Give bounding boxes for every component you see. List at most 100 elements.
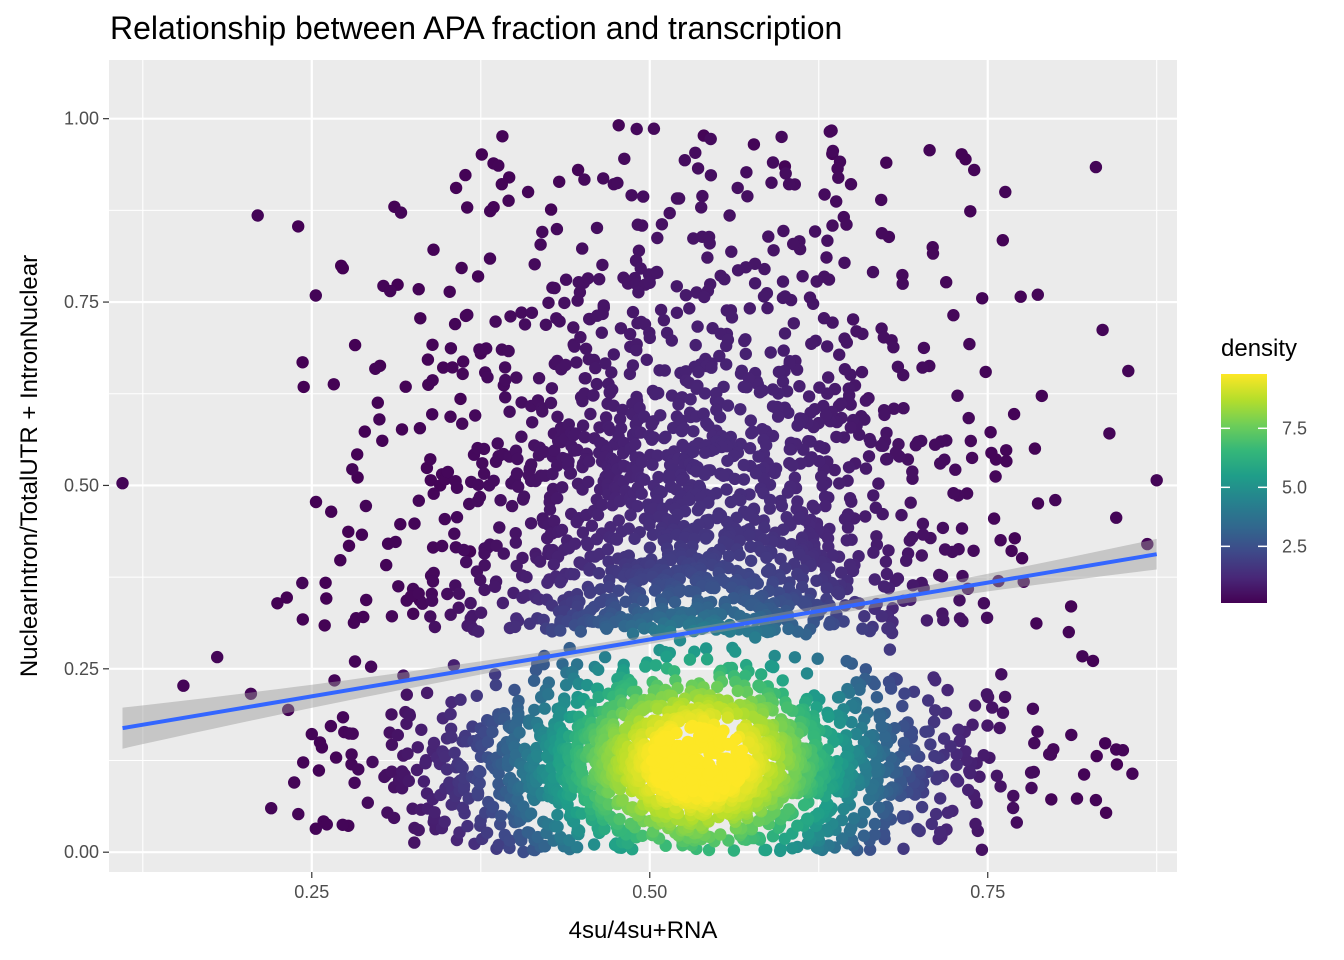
data-point bbox=[903, 534, 916, 547]
data-point bbox=[713, 349, 726, 363]
data-point bbox=[675, 474, 688, 487]
data-point bbox=[536, 225, 549, 239]
data-point bbox=[737, 380, 750, 394]
data-point bbox=[635, 487, 648, 500]
data-point bbox=[1126, 767, 1139, 780]
data-point bbox=[328, 674, 341, 687]
data-point bbox=[358, 425, 371, 438]
data-point bbox=[726, 769, 739, 783]
data-point bbox=[668, 665, 681, 678]
data-point bbox=[833, 587, 846, 601]
data-point bbox=[752, 450, 765, 463]
data-point bbox=[911, 822, 924, 836]
data-point bbox=[953, 594, 966, 607]
data-point bbox=[735, 758, 749, 771]
data-point bbox=[515, 306, 528, 319]
data-point bbox=[542, 296, 555, 309]
y-tick-label: 1.00 bbox=[64, 109, 99, 129]
data-point bbox=[698, 468, 711, 481]
data-point bbox=[1007, 407, 1021, 421]
data-point bbox=[969, 817, 982, 831]
data-point bbox=[740, 685, 754, 699]
data-point bbox=[487, 474, 500, 487]
y-tick-label: 0.00 bbox=[64, 842, 99, 862]
data-point bbox=[962, 783, 975, 797]
data-point bbox=[637, 410, 651, 423]
data-point bbox=[481, 371, 494, 384]
data-point bbox=[495, 178, 508, 191]
data-points bbox=[116, 119, 1163, 859]
data-point bbox=[787, 317, 800, 330]
legend-title: density bbox=[1221, 335, 1297, 362]
data-point bbox=[676, 742, 690, 755]
data-point bbox=[907, 685, 921, 698]
data-point bbox=[900, 554, 913, 567]
data-point bbox=[296, 576, 309, 590]
data-point bbox=[391, 728, 404, 742]
data-point bbox=[576, 242, 589, 255]
data-point bbox=[544, 203, 558, 216]
data-point bbox=[919, 725, 932, 738]
data-point bbox=[508, 620, 522, 634]
data-point bbox=[830, 430, 843, 444]
data-point bbox=[490, 539, 503, 552]
data-point bbox=[704, 132, 717, 146]
data-point bbox=[611, 176, 624, 190]
data-point bbox=[551, 808, 564, 822]
data-point bbox=[689, 146, 702, 159]
data-point bbox=[511, 452, 524, 466]
data-point bbox=[427, 736, 441, 750]
data-point bbox=[571, 294, 584, 307]
data-point bbox=[554, 624, 567, 637]
data-point bbox=[1008, 532, 1021, 545]
data-point bbox=[654, 409, 667, 422]
data-point bbox=[934, 792, 947, 805]
data-point bbox=[336, 711, 350, 724]
data-point bbox=[596, 258, 609, 272]
data-point bbox=[499, 391, 512, 404]
data-point bbox=[639, 660, 652, 673]
data-point bbox=[460, 555, 473, 569]
data-point bbox=[477, 467, 491, 480]
data-point bbox=[841, 521, 855, 534]
data-point bbox=[1031, 725, 1044, 738]
data-point bbox=[312, 764, 326, 777]
data-point bbox=[801, 812, 814, 825]
data-point bbox=[444, 342, 458, 355]
data-point bbox=[730, 511, 743, 524]
data-point bbox=[868, 573, 881, 586]
data-point bbox=[744, 414, 757, 427]
data-point bbox=[766, 383, 780, 396]
data-point bbox=[515, 396, 528, 409]
data-point bbox=[596, 498, 609, 511]
data-point bbox=[672, 585, 686, 599]
x-tick-label: 0.75 bbox=[970, 882, 1005, 902]
data-point bbox=[820, 251, 833, 264]
data-point bbox=[766, 156, 780, 169]
data-point bbox=[492, 838, 505, 852]
data-point bbox=[926, 247, 940, 260]
data-point bbox=[904, 496, 917, 509]
data-point bbox=[862, 450, 876, 463]
data-point bbox=[683, 302, 696, 315]
data-point bbox=[684, 721, 697, 734]
data-point bbox=[843, 492, 857, 505]
data-point bbox=[518, 318, 532, 331]
data-point bbox=[587, 389, 600, 402]
data-point bbox=[720, 339, 733, 353]
data-point bbox=[524, 807, 538, 820]
data-point bbox=[934, 826, 947, 839]
data-point bbox=[492, 767, 505, 780]
data-point bbox=[574, 625, 587, 638]
data-point bbox=[309, 822, 322, 835]
data-point bbox=[857, 829, 871, 842]
data-point bbox=[796, 270, 809, 283]
data-point bbox=[579, 372, 592, 385]
data-point bbox=[875, 720, 888, 733]
data-point bbox=[651, 266, 664, 279]
data-point bbox=[817, 312, 831, 325]
data-point bbox=[984, 426, 997, 439]
data-point bbox=[670, 777, 683, 790]
data-point bbox=[846, 313, 860, 326]
data-point bbox=[953, 612, 967, 625]
